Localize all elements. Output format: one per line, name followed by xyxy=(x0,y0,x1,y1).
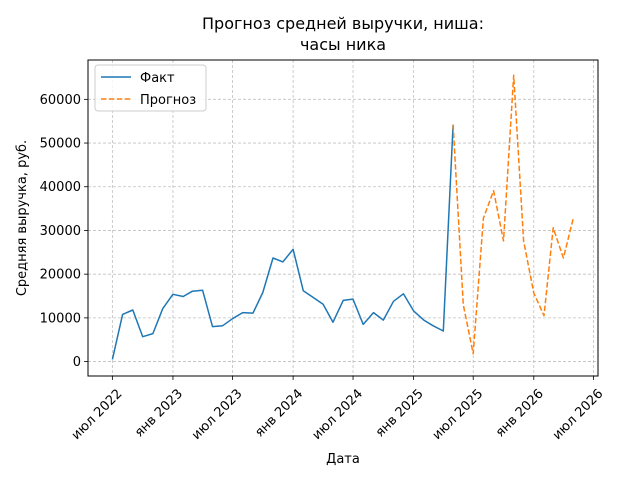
legend-label-forecast: Прогноз xyxy=(140,93,196,108)
series-line-fact xyxy=(111,124,454,360)
y-tick-label: 10000 xyxy=(40,311,81,326)
chart-title-line-1: Прогноз средней выручки, ниша: xyxy=(202,14,484,33)
chart-title-line-2: часы ника xyxy=(300,35,386,54)
y-tick-label: 60000 xyxy=(40,93,81,108)
series-lines xyxy=(111,74,575,360)
y-tick-label: 0 xyxy=(73,355,81,370)
x-axis-label: Дата xyxy=(326,452,360,467)
series-line-forecast xyxy=(452,74,575,355)
y-tick-label: 50000 xyxy=(40,137,81,152)
plot-frame xyxy=(87,59,599,377)
legend: Факт Прогноз xyxy=(94,64,207,112)
y-tick-label: 40000 xyxy=(40,180,81,195)
y-axis-label: Средняя выручка, руб. xyxy=(15,140,30,296)
y-axis-ticks: 0 10000 20000 30000 40000 50000 60000 xyxy=(40,93,88,370)
y-tick-label: 20000 xyxy=(40,268,81,283)
grid xyxy=(88,60,598,376)
y-tick-label: 30000 xyxy=(40,224,81,239)
legend-label-fact: Факт xyxy=(140,71,175,86)
